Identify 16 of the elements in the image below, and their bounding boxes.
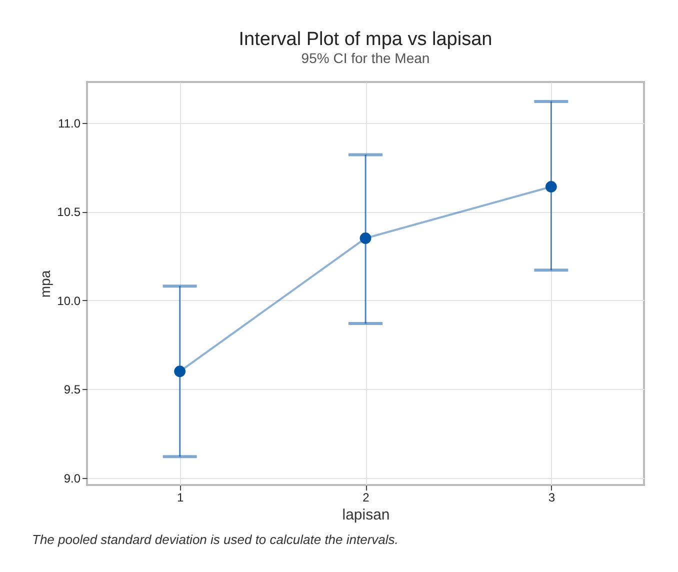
point (174, 366, 186, 378)
point (360, 232, 372, 244)
x-axis-title: lapisan (342, 506, 390, 524)
chart-subtitle: 95% CI for the Mean (301, 50, 430, 66)
y-tick-label: 9.0 (64, 471, 81, 486)
x-tick-label: 3 (548, 490, 556, 504)
y-tick-label: 11.0 (58, 116, 81, 130)
x-tick-label: 2 (362, 490, 370, 504)
chart-title: Interval Plot of mpa vs lapisan (238, 29, 492, 50)
y-tick-label: 9.5 (64, 382, 81, 397)
point (545, 181, 557, 192)
y-tick-label: 10.0 (57, 294, 81, 308)
y-axis-title: mpa (37, 270, 54, 298)
text: The pooled standard deviation is used to calculate the intervals. (32, 532, 398, 547)
x-tick-label: 1 (176, 490, 184, 504)
y-tick-label: 10.5 (57, 205, 81, 220)
